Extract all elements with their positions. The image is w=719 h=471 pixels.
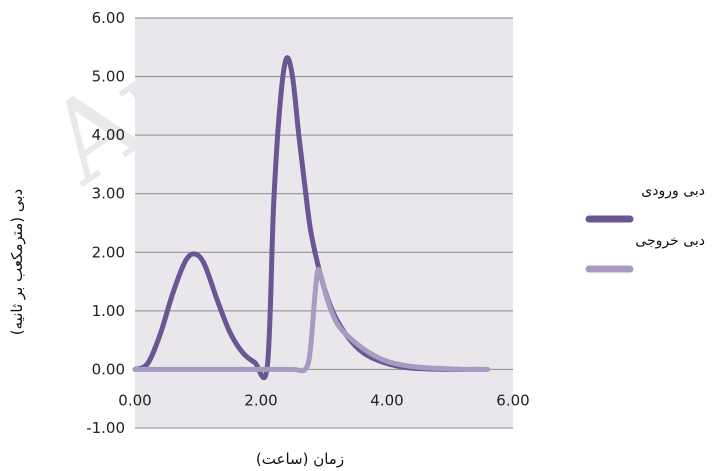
y-tick-label: 3.00 [92,185,125,203]
series-line-2 [132,266,491,374]
series-line-1 [132,55,484,380]
y-tick-label: 4.00 [92,126,125,144]
y-tick-label: -1.00 [86,419,125,437]
plot-area [135,18,513,428]
x-tick-label: 4.00 [370,391,403,409]
y-tick-label: 2.00 [92,243,125,261]
y-tick-label: 6.00 [92,9,125,27]
y-tick-label: 0.00 [92,360,125,378]
x-tick-label: 0.00 [118,391,151,409]
x-tick-label: 6.00 [496,391,529,409]
legend-label-2: دبی خروجی [635,233,705,249]
y-axis-title: دبی (مترمکعب بر ثانیه) [8,189,26,335]
y-tick-labels: -1.00 0.00 1.00 2.00 3.00 4.00 5.00 6.00 [86,9,125,437]
y-tick-label: 1.00 [92,302,125,320]
x-tick-label: 2.00 [244,391,277,409]
legend-label-1: دبی ورودی [641,183,705,199]
y-tick-label: 5.00 [92,68,125,86]
x-tick-labels: 0.00 2.00 4.00 6.00 [118,391,529,409]
legend: دبی ورودی دبی خروجی [585,183,705,273]
x-axis-title: زمان (ساعت) [256,450,344,468]
series-lines [132,55,491,380]
